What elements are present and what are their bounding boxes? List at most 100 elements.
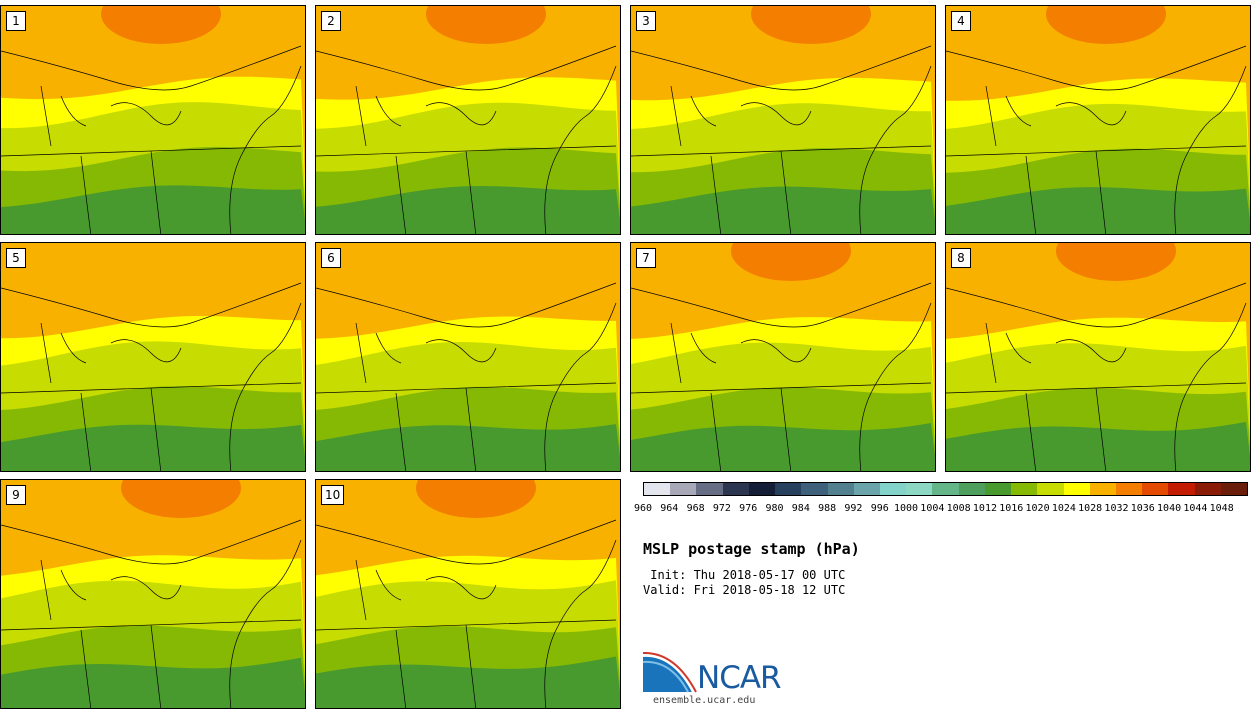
colorbar-tick: 972 (712, 503, 731, 514)
map-outline-4 (316, 382, 617, 471)
member-label: 5 (6, 248, 26, 268)
stamp-panel-10: 10 (315, 479, 621, 709)
pressure-band-4 (316, 424, 620, 471)
init-time: Init: Thu 2018-05-17 00 UTC (643, 568, 846, 582)
map-outline-1 (946, 45, 1247, 91)
colorbar-swatch-7 (827, 483, 854, 495)
map-outline-2 (1174, 302, 1247, 471)
map-outline-5 (110, 102, 182, 126)
member-label: 2 (321, 11, 341, 31)
colorbar-tick: 964 (660, 503, 679, 514)
pressure-band-4 (631, 423, 935, 471)
high-pressure-centre (121, 480, 241, 518)
map-outline-1 (316, 282, 617, 328)
map-outline-4 (1, 382, 302, 471)
mslp-map-4 (946, 6, 1250, 234)
map-outline-2 (229, 539, 302, 708)
map-outline-1 (1, 45, 302, 91)
colorbar-tick: 1000 (893, 503, 919, 514)
colorbar-swatch-15 (1037, 483, 1064, 495)
map-outline-3 (40, 322, 87, 384)
pressure-band-4 (1, 424, 305, 471)
map-outline-5 (425, 339, 497, 363)
stamp-panel-5: 5 (0, 242, 306, 472)
colorbar-tick: 960 (633, 503, 653, 514)
colorbar-tick-labels: 960 964 968 972 976 980 984 988 992 996 1000 1004 10… (634, 503, 1248, 517)
map-outline-4 (1, 619, 302, 708)
map-outline-1 (946, 282, 1247, 328)
pressure-colorbar (643, 482, 1248, 496)
colorbar-tick: 976 (739, 503, 758, 514)
pressure-band-4 (946, 187, 1250, 234)
stamp-panel-8: 8 (945, 242, 1251, 472)
high-pressure-centre (111, 243, 231, 281)
colorbar-tick: 1016 (999, 503, 1024, 514)
map-outline-5 (740, 102, 812, 126)
colorbar-tick: 1040 (1157, 503, 1182, 514)
map-outline-5 (740, 339, 812, 363)
colorbar-tick: 1036 (1130, 503, 1155, 514)
member-label: 3 (636, 11, 656, 31)
map-outline-2 (229, 65, 302, 234)
mslp-map-1 (1, 6, 305, 234)
mslp-map-8 (946, 243, 1250, 471)
colorbar-swatch-5 (775, 483, 802, 495)
high-pressure-centre (416, 480, 536, 518)
map-outline-4 (631, 382, 932, 471)
map-outline-1 (631, 45, 932, 91)
map-outline-5 (110, 339, 182, 363)
stamp-panel-6: 6 (315, 242, 621, 472)
map-outline-4 (1, 145, 302, 234)
map-outline-2 (544, 539, 617, 708)
map-outline-5 (110, 576, 182, 600)
map-outline-3 (985, 85, 1032, 147)
colorbar-swatch-21 (1194, 483, 1221, 495)
map-outline-3 (40, 85, 87, 147)
ncar-logo-text: NCAR (697, 660, 782, 696)
colorbar-swatch-18 (1115, 483, 1143, 495)
colorbar-swatch-14 (1011, 483, 1038, 495)
high-pressure-centre (1046, 6, 1166, 44)
map-outline-5 (1055, 339, 1127, 363)
ensemble-url: ensemble.ucar.edu (653, 695, 756, 706)
map-outline-5 (1055, 102, 1127, 126)
colorbar-swatch-19 (1142, 483, 1169, 495)
map-outline-3 (670, 322, 717, 384)
map-outline-2 (859, 65, 932, 234)
map-outline-1 (631, 282, 932, 328)
colorbar-tick: 984 (791, 503, 810, 514)
high-pressure-centre (731, 243, 851, 281)
map-outline-3 (40, 559, 87, 621)
member-label: 4 (951, 11, 971, 31)
map-outline-4 (946, 382, 1247, 471)
high-pressure-centre (1056, 243, 1176, 281)
colorbar-swatch-11 (932, 483, 959, 495)
stamp-panel-9: 9 (0, 479, 306, 709)
map-outline-1 (316, 519, 617, 565)
colorbar-tick: 1028 (1078, 503, 1103, 514)
map-outline-1 (1, 282, 302, 328)
colorbar-tick: 1008 (946, 503, 971, 514)
member-label: 9 (6, 485, 26, 505)
colorbar-swatch-10 (906, 483, 933, 495)
member-label: 7 (636, 248, 656, 268)
mslp-map-3 (631, 6, 935, 234)
colorbar-tick: 1012 (972, 503, 997, 514)
mslp-map-2 (316, 6, 620, 234)
colorbar-swatch-17 (1089, 483, 1116, 495)
stamp-panel-2: 2 (315, 5, 621, 235)
map-outline-5 (425, 576, 497, 600)
member-label: 6 (321, 248, 341, 268)
plot-title: MSLP postage stamp (hPa) (643, 540, 860, 558)
mslp-map-7 (631, 243, 935, 471)
colorbar-tick: 1004 (920, 503, 945, 514)
map-outline-3 (355, 559, 402, 621)
map-outline-2 (859, 302, 932, 471)
high-pressure-centre (426, 6, 546, 44)
pressure-band-4 (316, 186, 620, 234)
colorbar-tick: 992 (844, 503, 863, 514)
ncar-logo-icon (643, 652, 697, 693)
stamp-panel-4: 4 (945, 5, 1251, 235)
high-pressure-centre (751, 6, 871, 44)
colorbar-swatch-12 (958, 483, 985, 495)
